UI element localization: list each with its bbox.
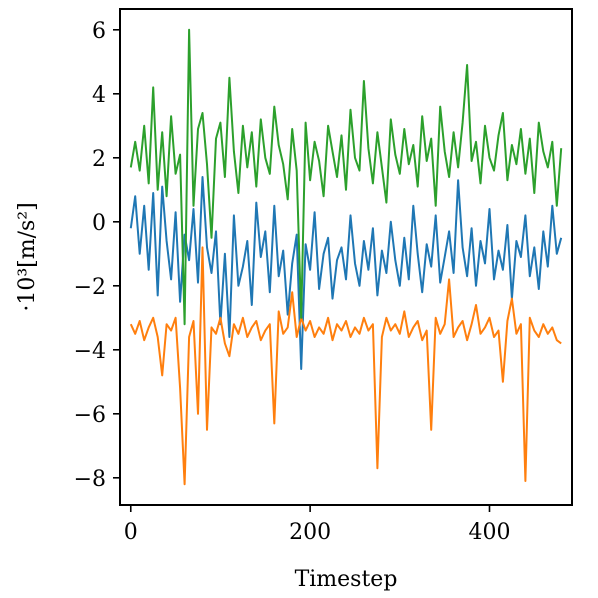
y-tick-label: −8 xyxy=(74,467,106,492)
y-tick-label: 2 xyxy=(92,147,106,172)
plot-frame xyxy=(119,8,573,506)
series-line-1 xyxy=(129,246,562,486)
x-axis-label: Timestep xyxy=(295,567,398,592)
x-tick-label: 200 xyxy=(289,520,331,545)
y-tick-label: −4 xyxy=(74,339,106,364)
y-tick-label: 4 xyxy=(92,83,106,108)
series-line-2 xyxy=(129,28,563,326)
y-tick-label: 0 xyxy=(92,211,106,236)
y-axis-label: ·10³[m/s²] xyxy=(15,202,40,311)
y-tick-label: −6 xyxy=(74,403,106,428)
x-tick-label: 400 xyxy=(468,520,510,545)
x-tick-label: 0 xyxy=(124,520,138,545)
series-line-0 xyxy=(129,176,563,370)
y-tick-label: −2 xyxy=(74,275,106,300)
axes-layer: 0 200 400 −8 −6 −4 −2 0 2 4 6 xyxy=(74,8,573,545)
series-layer xyxy=(129,28,563,486)
y-tick-label: 6 xyxy=(92,19,106,44)
